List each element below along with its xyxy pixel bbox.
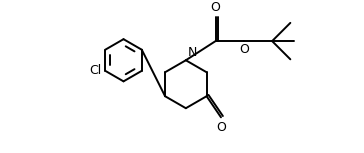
Text: Cl: Cl (89, 64, 102, 77)
Text: O: O (240, 43, 249, 56)
Text: O: O (216, 121, 226, 134)
Text: O: O (211, 1, 221, 14)
Text: N: N (187, 46, 197, 59)
